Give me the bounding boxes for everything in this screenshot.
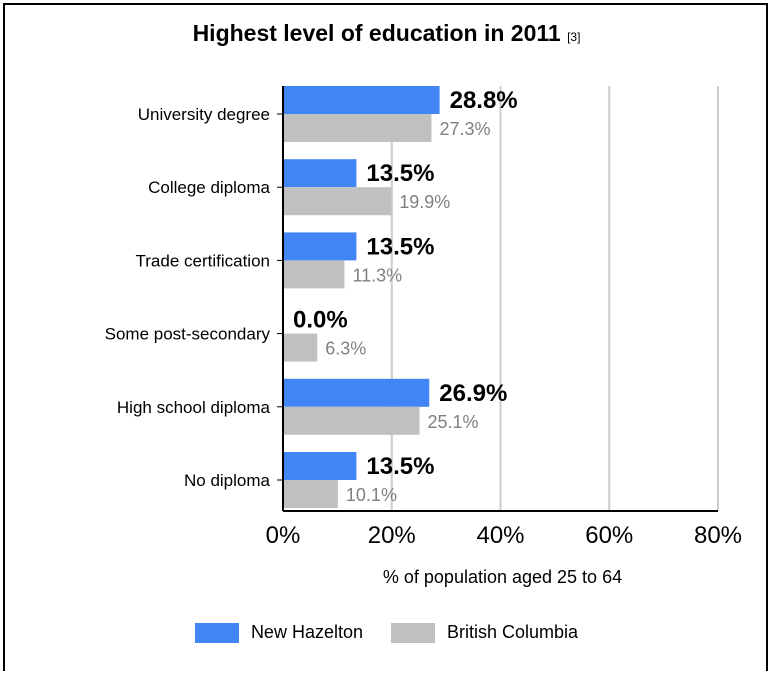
bar-series-2 bbox=[283, 333, 318, 362]
legend-item-series-2: British Columbia bbox=[391, 622, 578, 643]
data-label-series-2: 25.1% bbox=[427, 412, 478, 432]
data-label-series-1: 13.5% bbox=[366, 160, 434, 187]
category-label: Trade certification bbox=[136, 251, 270, 270]
bar-series-2 bbox=[283, 187, 392, 216]
chart-title: Highest level of education in 2011 [3] bbox=[0, 20, 773, 47]
legend-swatch-series-1 bbox=[194, 622, 239, 643]
category-label: University degree bbox=[138, 105, 270, 124]
data-label-series-1: 13.5% bbox=[366, 233, 434, 260]
data-label-series-1: 26.9% bbox=[439, 380, 507, 407]
x-tick-label: 80% bbox=[694, 522, 742, 549]
data-label-series-2: 6.3% bbox=[325, 339, 366, 359]
x-tick-label: 20% bbox=[368, 522, 416, 549]
bar-series-2 bbox=[283, 406, 420, 435]
bar-series-1 bbox=[283, 452, 357, 480]
chart-title-reference[interactable]: [3] bbox=[567, 30, 581, 44]
category-label: High school diploma bbox=[117, 398, 271, 417]
chart-legend: New Hazelton British Columbia bbox=[0, 622, 773, 643]
chart-title-text: Highest level of education in 2011 bbox=[192, 20, 561, 46]
data-label-series-1: 13.5% bbox=[366, 453, 434, 480]
x-tick-label: 60% bbox=[585, 522, 633, 549]
legend-swatch-series-2 bbox=[391, 622, 435, 643]
bar-series-1 bbox=[283, 86, 440, 114]
bar-series-1 bbox=[283, 232, 357, 261]
x-tick-label: 40% bbox=[476, 522, 524, 549]
category-label: No diploma bbox=[184, 471, 271, 490]
data-label-series-2: 10.1% bbox=[346, 485, 397, 505]
data-label-series-1: 0.0% bbox=[293, 307, 348, 334]
bar-series-2 bbox=[283, 260, 345, 289]
bar-series-2 bbox=[283, 480, 338, 508]
legend-label-series-2: British Columbia bbox=[447, 622, 579, 642]
data-label-series-2: 27.3% bbox=[439, 119, 490, 139]
x-axis-title: % of population aged 25 to 64 bbox=[383, 567, 622, 587]
category-label: College diploma bbox=[148, 178, 270, 197]
bar-series-2 bbox=[283, 114, 432, 142]
data-label-series-2: 11.3% bbox=[352, 265, 402, 285]
legend-label-series-1: New Hazelton bbox=[250, 622, 363, 642]
x-tick-label: 0% bbox=[266, 522, 301, 549]
data-label-series-2: 19.9% bbox=[399, 192, 450, 212]
category-label: Some post-secondary bbox=[105, 325, 271, 344]
bar-series-1 bbox=[283, 378, 430, 407]
chart-frame bbox=[3, 3, 768, 671]
legend-item-series-1: New Hazelton bbox=[194, 622, 363, 643]
bar-series-1 bbox=[283, 159, 357, 188]
data-label-series-1: 28.8% bbox=[450, 87, 518, 114]
